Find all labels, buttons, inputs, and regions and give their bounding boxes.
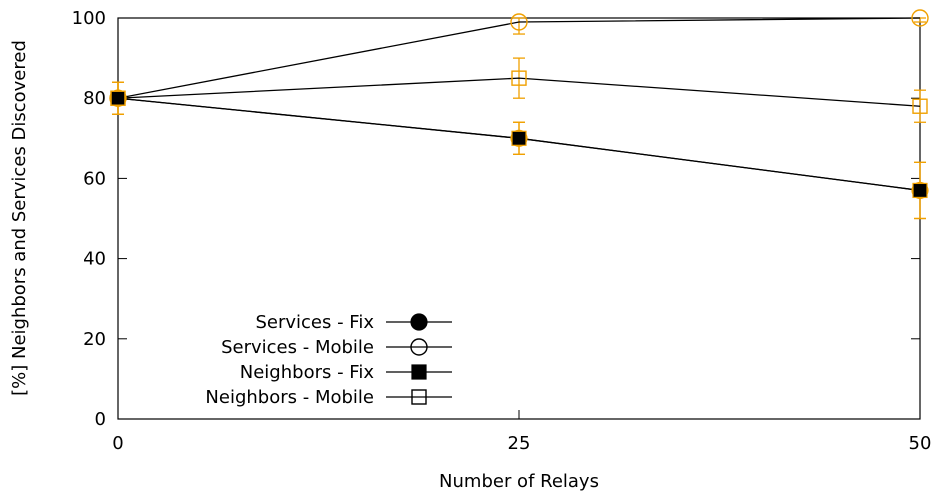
y-tick-label: 60 [83, 168, 106, 189]
point-neighbors-mobile [110, 90, 126, 106]
x-axis-title: Number of Relays [439, 471, 599, 492]
y-tick-label: 40 [83, 249, 106, 270]
point-services-mobile [410, 338, 428, 356]
x-tick-label: 0 [112, 433, 123, 454]
error-bars [112, 17, 926, 220]
legend: Services - Fix Services - Mobile Neighbors… [205, 312, 452, 408]
point-neighbors-mobile [511, 70, 527, 86]
y-tick-label: 100 [72, 8, 106, 29]
point-neighbors-fix [511, 130, 527, 146]
y-tick-label: 0 [95, 409, 106, 430]
y-tick-label: 80 [83, 88, 106, 109]
point-neighbors-fix [110, 90, 126, 106]
series-lines [117, 17, 921, 192]
y-axis-title: [%] Neighbors and Services Discovered [9, 40, 30, 396]
legend-label: Services - Mobile [221, 337, 374, 358]
y-tick-label: 20 [83, 329, 106, 350]
point-neighbors-fix [411, 364, 427, 380]
series-markers [109, 9, 929, 200]
point-services-mobile [109, 89, 127, 107]
point-neighbors-mobile [411, 389, 427, 405]
axis-ticks: 0 20 40 60 80 100 0 25 50 [72, 8, 932, 454]
legend-label: Services - Fix [255, 312, 374, 333]
point-neighbors-mobile [912, 98, 928, 114]
series-line [117, 77, 921, 107]
point-neighbors-fix [912, 182, 928, 199]
legend-label: Neighbors - Mobile [205, 387, 374, 408]
point-services-mobile [911, 9, 929, 27]
x-tick-label: 25 [508, 433, 531, 454]
x-tick-label: 50 [909, 433, 932, 454]
point-services-fix [410, 313, 428, 331]
point-services-mobile [510, 13, 528, 31]
series-line [117, 17, 921, 99]
legend-label: Neighbors - Fix [240, 362, 375, 383]
